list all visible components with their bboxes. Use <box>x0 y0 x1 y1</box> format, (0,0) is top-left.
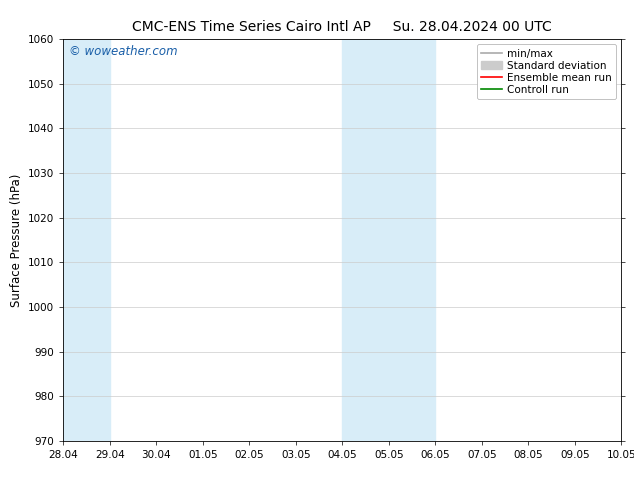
Legend: min/max, Standard deviation, Ensemble mean run, Controll run: min/max, Standard deviation, Ensemble me… <box>477 45 616 99</box>
Y-axis label: Surface Pressure (hPa): Surface Pressure (hPa) <box>10 173 23 307</box>
Bar <box>63 39 110 441</box>
Text: © woweather.com: © woweather.com <box>69 45 178 58</box>
Bar <box>342 39 436 441</box>
Title: CMC-ENS Time Series Cairo Intl AP     Su. 28.04.2024 00 UTC: CMC-ENS Time Series Cairo Intl AP Su. 28… <box>133 20 552 34</box>
